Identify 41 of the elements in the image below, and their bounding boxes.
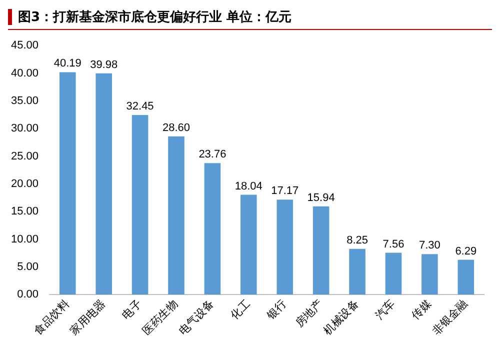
chart-title: 图3：打新基金深市底仓更偏好行业 单位：亿元	[18, 8, 292, 26]
bar	[458, 260, 474, 295]
data-label: 40.19	[54, 58, 82, 70]
y-tick-label: 5.00	[17, 260, 39, 273]
data-label: 28.60	[162, 122, 190, 134]
x-tick-label: 传媒	[409, 297, 434, 322]
y-tick-label: 15.00	[10, 206, 39, 218]
bar	[132, 115, 148, 295]
bar	[96, 73, 112, 295]
y-tick-label: 0.00	[17, 288, 39, 301]
bar	[312, 206, 330, 295]
data-label: 7.56	[382, 238, 404, 250]
bar	[276, 200, 294, 295]
data-label: 32.45	[126, 100, 154, 113]
x-tick-label: 机械设备	[321, 297, 362, 338]
data-label: 7.30	[418, 240, 440, 252]
y-tick-label: 45.00	[10, 40, 39, 52]
y-tick-label: 40.00	[10, 67, 39, 80]
y-tick-label: 30.00	[10, 122, 39, 135]
data-label: 39.98	[90, 58, 118, 71]
y-tick-label: 35.00	[10, 94, 39, 107]
data-label: 8.25	[346, 234, 368, 246]
data-label: 17.17	[271, 185, 299, 198]
bar	[240, 194, 257, 295]
bar	[349, 248, 366, 295]
x-tick-label: 银行	[264, 297, 290, 323]
y-tick-label: 10.00	[10, 233, 39, 246]
bar	[59, 72, 76, 295]
bar	[168, 136, 184, 295]
bar	[204, 163, 221, 295]
data-label: 18.04	[234, 180, 262, 192]
x-tick-label: 家用电器	[68, 297, 108, 338]
data-label: 15.94	[307, 192, 335, 204]
x-tick-label: 汽车	[372, 297, 398, 322]
y-tick-label: 20.00	[10, 178, 39, 190]
x-tick-label: 化工	[228, 297, 253, 322]
bar	[385, 252, 402, 295]
data-label: 23.76	[198, 148, 226, 161]
data-label: 6.29	[455, 245, 477, 258]
y-tick-label: 25.00	[10, 150, 39, 162]
bar	[422, 254, 438, 295]
